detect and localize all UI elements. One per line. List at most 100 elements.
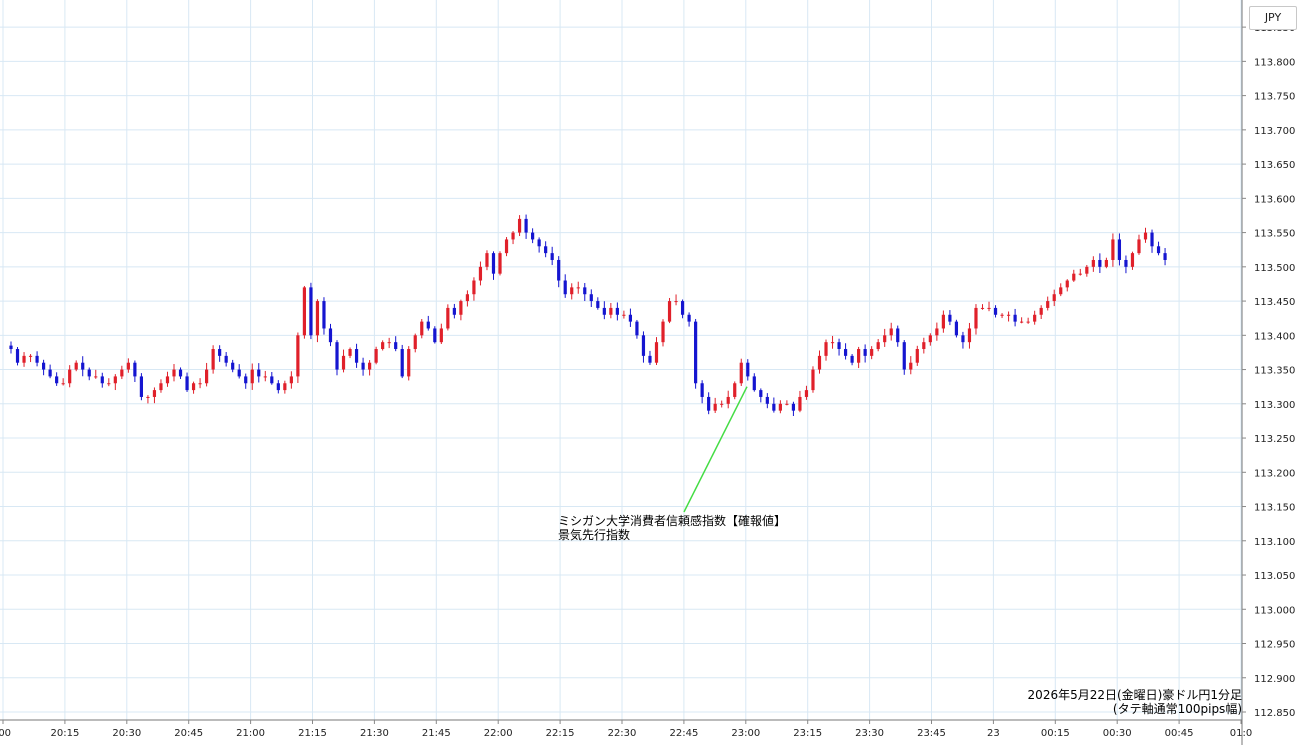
candle-body	[550, 253, 554, 260]
candle-body	[843, 349, 848, 356]
y-tick-label: 113.400	[1254, 331, 1295, 342]
x-tick-label: 23:30	[855, 728, 884, 739]
candle-body	[694, 321, 698, 384]
candle-body	[191, 383, 196, 391]
candle-body	[504, 239, 509, 254]
candle-body	[811, 369, 815, 391]
candle-body	[654, 342, 659, 363]
candle-body	[596, 301, 600, 308]
candle-body	[993, 307, 998, 315]
x-axis-ticks: :00 20:15 20:30 20:45 21:00 21:15 21:30 21:45 22…	[0, 720, 1252, 739]
candle-body	[1059, 287, 1063, 295]
caption-date: 2026年5月22日(金曜日)豪ドル円1分足	[1027, 688, 1242, 702]
candle-body	[485, 253, 489, 267]
candle-body	[667, 301, 672, 322]
candle-body	[687, 314, 691, 322]
y-tick-label: 113.700	[1254, 126, 1295, 137]
candle-body	[61, 383, 65, 385]
candle-body	[165, 376, 170, 384]
candle-body	[368, 362, 372, 370]
candle-body	[289, 376, 293, 384]
x-tick-label: 23:00	[731, 728, 760, 739]
x-tick-label: 22:15	[546, 728, 575, 739]
y-tick-label: 113.500	[1254, 263, 1295, 274]
candle-body	[883, 335, 887, 343]
candle-body	[1150, 232, 1154, 247]
annotation-marker	[683, 386, 748, 513]
candle-body	[315, 301, 320, 336]
candle-body	[257, 369, 261, 377]
x-tick-label: 20:15	[50, 728, 79, 739]
candle-body	[224, 355, 228, 363]
candle-body	[81, 362, 85, 370]
y-axis-ticks: 113.850113.800113.750113.700113.650113.6…	[1242, 23, 1295, 719]
candle-body	[830, 342, 835, 344]
candle-body	[218, 349, 222, 356]
candle-body	[1039, 307, 1043, 315]
candle-body	[276, 383, 280, 391]
candle-body	[420, 321, 424, 336]
x-tick-label: 00:45	[1165, 728, 1194, 739]
y-tick-label: 113.200	[1254, 468, 1295, 479]
candle-body	[491, 253, 496, 274]
candle-body	[361, 362, 365, 370]
candle-body	[1156, 246, 1161, 254]
candle-body	[107, 383, 111, 385]
candle-body	[68, 369, 72, 384]
candle-body	[94, 376, 98, 378]
axes	[0, 0, 1243, 745]
candle-body	[1065, 280, 1069, 288]
candle-body	[889, 328, 893, 336]
y-tick-label: 113.100	[1254, 537, 1295, 548]
candle-body	[609, 307, 613, 315]
candle-body	[263, 376, 267, 378]
x-tick-label: 00:30	[1103, 728, 1132, 739]
annotation-leader-line	[683, 386, 748, 513]
candle-body	[602, 307, 606, 315]
candle-body	[785, 403, 789, 405]
candle-body	[55, 376, 59, 384]
candle-body	[1052, 294, 1056, 302]
candle-body	[739, 362, 743, 384]
candle-body	[798, 396, 802, 411]
candle-body	[680, 301, 685, 315]
candle-body	[563, 280, 567, 295]
candle-body	[328, 328, 333, 343]
candle-body	[524, 218, 528, 233]
currency-badge[interactable]: JPY	[1249, 6, 1297, 30]
candle-body	[1163, 253, 1167, 260]
candle-body	[270, 376, 274, 384]
candle-body	[987, 307, 991, 309]
candle-body	[870, 349, 874, 356]
candle-body	[185, 376, 189, 391]
candle-body	[348, 349, 352, 356]
candle-body	[837, 342, 841, 350]
candle-body	[824, 342, 828, 356]
candle-body	[413, 335, 417, 350]
y-tick-label: 112.950	[1254, 640, 1295, 651]
y-tick-label: 113.800	[1254, 57, 1295, 68]
candle-body	[928, 335, 932, 343]
candle-body	[1098, 259, 1102, 267]
y-tick-label: 113.150	[1254, 503, 1295, 514]
x-tick-label: 21:00	[236, 728, 265, 739]
candle-body	[1020, 321, 1024, 323]
candle-body	[954, 321, 959, 336]
candle-body	[341, 355, 346, 370]
candle-body	[439, 328, 443, 343]
grid	[0, 0, 1242, 720]
candle-body	[231, 362, 235, 370]
candle-body	[178, 369, 183, 377]
candle-body	[935, 328, 939, 336]
x-tick-label: 01:0	[1230, 728, 1252, 739]
candle-body	[537, 239, 541, 247]
candle-body	[498, 253, 502, 274]
candle-body	[922, 342, 926, 350]
candle-body	[589, 294, 593, 302]
candle-body	[980, 307, 985, 309]
candle-body	[28, 355, 33, 357]
candle-body	[635, 321, 639, 336]
y-tick-label: 112.900	[1254, 674, 1295, 685]
